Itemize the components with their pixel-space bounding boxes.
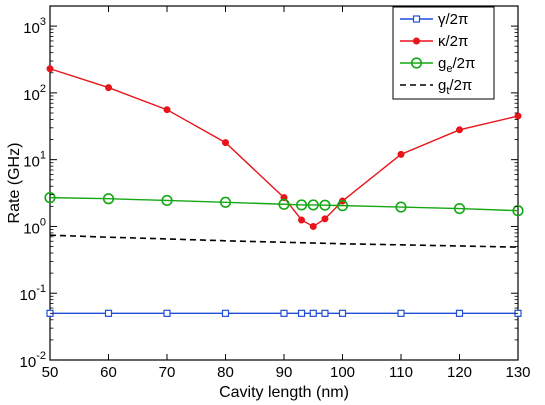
data-point: [338, 309, 347, 317]
data-point: [297, 309, 306, 317]
data-point: [321, 215, 329, 223]
series-0: [46, 309, 522, 317]
data-point: [456, 126, 463, 134]
data-point: [105, 84, 112, 92]
data-point: [455, 309, 464, 317]
data-point: [336, 200, 349, 212]
data-point: [278, 198, 290, 210]
data-point: [453, 202, 466, 215]
series-1: [46, 65, 522, 230]
data-point: [395, 201, 407, 213]
data-point: [319, 199, 331, 211]
data-point: [46, 65, 54, 73]
x-tick-label: 100: [330, 364, 355, 381]
data-point: [307, 199, 319, 211]
data-point: [514, 112, 522, 120]
y-tick-label: 101: [23, 150, 46, 171]
legend-label: γ/2π: [438, 11, 468, 28]
legend-marker: [413, 37, 420, 45]
data-point: [163, 309, 171, 317]
x-tick-label: 50: [42, 364, 59, 381]
data-point: [44, 192, 56, 204]
x-tick-label: 130: [505, 364, 530, 381]
y-tick-label: 10-2: [20, 350, 46, 371]
x-tick-label: 80: [217, 364, 234, 381]
data-point: [298, 216, 306, 224]
y-tick-label: 102: [23, 83, 46, 104]
x-tick-label: 120: [447, 364, 472, 381]
data-point: [104, 309, 113, 317]
data-point: [397, 150, 405, 158]
x-tick-label: 90: [276, 364, 293, 381]
series-2: [44, 192, 524, 217]
series-3: [49, 234, 519, 248]
y-tick-label: 100: [23, 216, 46, 237]
series-line: [49, 196, 519, 212]
x-tick-label: 70: [159, 364, 176, 381]
legend-label: κ/2π: [438, 33, 468, 50]
plot-area: [44, 5, 524, 361]
x-axis-label: Cavity length (nm): [219, 384, 349, 401]
legend-label: ge/2π: [438, 55, 475, 75]
series-line: [49, 234, 519, 248]
data-point: [397, 309, 405, 317]
data-point: [161, 194, 173, 207]
data-point: [280, 309, 288, 317]
series-line: [49, 68, 519, 228]
data-point: [163, 106, 171, 114]
data-point: [102, 193, 115, 205]
legend-box: [392, 6, 495, 100]
legend-marker: [412, 15, 421, 23]
data-point: [512, 205, 524, 217]
y-axis-label: Rate (GHz): [6, 143, 23, 224]
y-axis: 10-2 10-1 100 101 102 103: [20, 5, 518, 371]
y-tick-label: 103: [23, 16, 46, 37]
legend-marker: [410, 57, 423, 69]
data-point: [295, 199, 308, 211]
data-point: [309, 309, 317, 317]
legend-label: gt/2π: [438, 77, 472, 97]
x-tick-label: 110: [389, 364, 413, 381]
data-point: [309, 222, 317, 230]
data-point: [219, 196, 232, 208]
y-tick-label: 10-1: [20, 283, 46, 304]
data-point: [222, 139, 229, 147]
data-point: [321, 309, 329, 317]
x-axis: 50 60 70 80 90 100 110 120 130: [42, 6, 531, 381]
data-point: [221, 309, 230, 317]
x-tick-label: 60: [100, 364, 117, 381]
